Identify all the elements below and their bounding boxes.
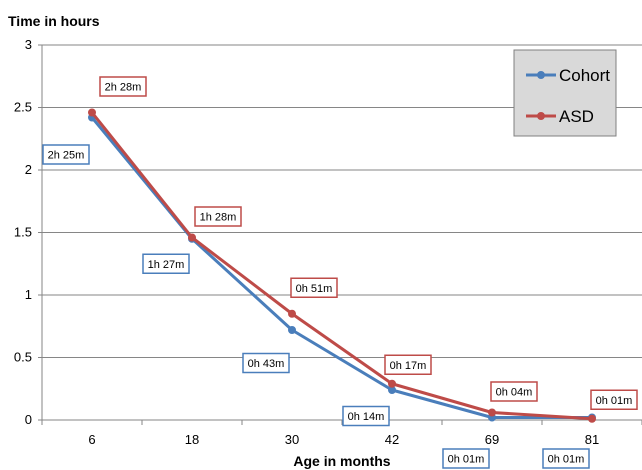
data-point bbox=[288, 326, 296, 334]
data-label-box bbox=[194, 206, 242, 227]
data-label-box bbox=[542, 448, 590, 469]
y-tick-label: 0 bbox=[25, 412, 32, 427]
data-label-text: 2h 28m bbox=[105, 82, 142, 94]
data-label-box bbox=[490, 381, 538, 402]
y-tick-label: 2 bbox=[25, 162, 32, 177]
data-label-cohort: 0h 01m bbox=[542, 448, 590, 469]
data-label-text: 0h 17m bbox=[390, 360, 427, 372]
y-tick-label: 1.5 bbox=[14, 225, 32, 240]
x-tick-label: 69 bbox=[485, 432, 499, 447]
x-tick-label: 6 bbox=[88, 432, 95, 447]
data-point bbox=[88, 108, 96, 117]
legend-marker-asd bbox=[537, 112, 545, 120]
data-label-text: 2h 25m bbox=[48, 150, 85, 162]
data-label-text: 0h 51m bbox=[296, 283, 333, 295]
data-label-asd: 0h 51m bbox=[290, 277, 338, 298]
data-label-cohort: 0h 14m bbox=[342, 405, 390, 427]
data-label-cohort: 1h 27m bbox=[142, 253, 190, 274]
data-label-box bbox=[99, 76, 147, 97]
data-label-asd: 0h 17m bbox=[384, 354, 432, 375]
data-label-cohort: 0h 01m bbox=[442, 448, 490, 469]
y-axis-title: Time in hours bbox=[8, 13, 100, 29]
data-label-box bbox=[290, 277, 338, 298]
data-label-asd: 0h 01m bbox=[590, 389, 638, 410]
x-tick-label: 30 bbox=[285, 432, 299, 447]
series-lines bbox=[88, 108, 596, 423]
data-label-text: 0h 01m bbox=[448, 454, 485, 466]
legend-marker-cohort bbox=[537, 71, 545, 79]
x-tick-label: 81 bbox=[585, 432, 599, 447]
data-label-cohort: 0h 43m bbox=[242, 352, 290, 374]
x-tick-label: 42 bbox=[385, 432, 399, 447]
data-label-cohort: 2h 25m bbox=[42, 144, 90, 165]
data-label-asd: 0h 04m bbox=[490, 381, 538, 402]
legend-label-cohort: Cohort bbox=[559, 66, 610, 85]
y-tick-label: 1 bbox=[25, 287, 32, 302]
data-labels: 2h 25m 1h 27m 0h 43m 0h 14m 0h 01m 0h 01m 2h 2… bbox=[42, 76, 638, 469]
y-tick-labels: 0 0.5 1 1.5 2 2.5 3 bbox=[14, 37, 32, 427]
data-point bbox=[288, 309, 296, 318]
data-point bbox=[388, 379, 396, 388]
x-axis-title: Age in months bbox=[293, 453, 390, 469]
legend-item-cohort: Cohort bbox=[526, 66, 610, 85]
legend: Cohort ASD bbox=[513, 49, 617, 137]
data-label-text: 1h 27m bbox=[148, 259, 185, 271]
data-point bbox=[188, 233, 196, 242]
series-asd bbox=[88, 108, 596, 423]
y-tick-label: 3 bbox=[25, 37, 32, 52]
data-label-text: 0h 01m bbox=[596, 395, 633, 407]
data-label-box bbox=[442, 448, 490, 469]
legend-label-asd: ASD bbox=[559, 107, 594, 126]
series-line-asd bbox=[90, 111, 593, 421]
data-label-box bbox=[384, 354, 432, 375]
data-label-box bbox=[342, 405, 390, 427]
legend-item-asd: ASD bbox=[526, 107, 594, 126]
x-tick-label: 18 bbox=[185, 432, 199, 447]
data-label-asd: 2h 28m bbox=[99, 76, 147, 97]
data-label-box bbox=[590, 389, 638, 410]
data-point bbox=[488, 408, 496, 417]
data-label-text: 0h 14m bbox=[348, 411, 385, 423]
y-tick-label: 0.5 bbox=[14, 350, 32, 365]
data-label-box bbox=[242, 352, 290, 374]
data-label-box bbox=[142, 253, 190, 274]
x-tick-labels: 6 18 30 42 69 81 bbox=[41, 420, 642, 447]
data-point bbox=[588, 414, 596, 423]
data-label-text: 1h 28m bbox=[200, 212, 237, 224]
y-tick-label: 2.5 bbox=[14, 100, 32, 115]
legend-box bbox=[513, 49, 617, 137]
data-label-box bbox=[42, 144, 90, 165]
data-label-text: 0h 43m bbox=[248, 358, 285, 370]
data-label-text: 0h 01m bbox=[548, 454, 585, 466]
data-label-asd: 1h 28m bbox=[194, 206, 242, 227]
data-label-text: 0h 04m bbox=[496, 387, 533, 399]
